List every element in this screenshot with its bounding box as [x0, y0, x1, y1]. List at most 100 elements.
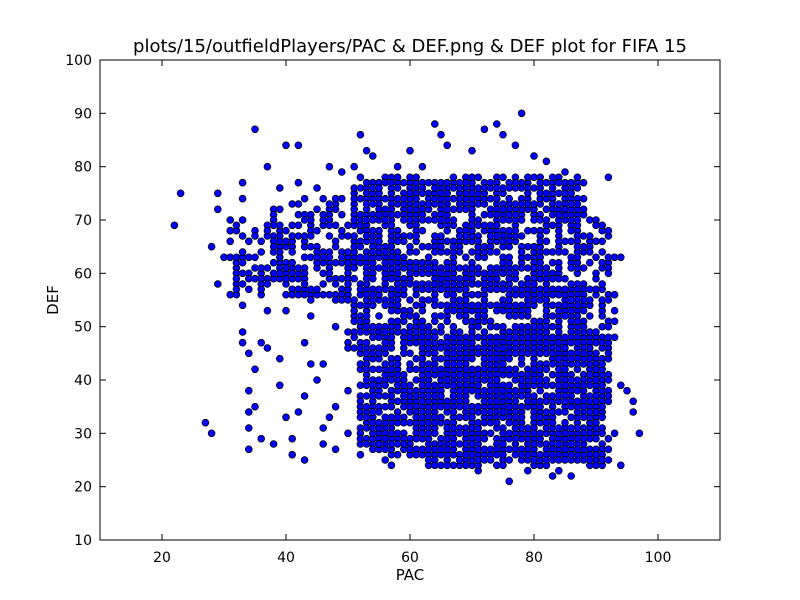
data-point — [605, 254, 612, 261]
data-point — [425, 254, 432, 261]
data-point — [568, 414, 575, 421]
data-point — [506, 227, 513, 234]
data-point — [357, 131, 364, 138]
data-point — [531, 334, 538, 341]
data-point — [456, 441, 463, 448]
data-point — [481, 409, 488, 416]
data-point — [487, 457, 494, 464]
data-point — [450, 409, 457, 416]
data-point — [332, 222, 339, 229]
data-point — [369, 334, 376, 341]
data-point — [407, 350, 414, 357]
data-point — [363, 403, 370, 410]
data-point — [506, 313, 513, 320]
data-point — [531, 217, 538, 224]
data-point — [276, 238, 283, 245]
data-point — [493, 222, 500, 229]
data-point — [394, 211, 401, 218]
data-point — [562, 430, 569, 437]
data-point — [512, 334, 519, 341]
data-point — [456, 206, 463, 213]
data-point — [444, 179, 451, 186]
data-point — [419, 430, 426, 437]
data-point — [407, 243, 414, 250]
data-point — [301, 233, 308, 240]
data-point — [469, 291, 476, 298]
data-point — [456, 249, 463, 256]
data-point — [369, 227, 376, 234]
data-point — [475, 382, 482, 389]
data-point — [456, 430, 463, 437]
data-point — [481, 329, 488, 336]
data-point — [568, 297, 575, 304]
x-tick-label: 40 — [277, 550, 295, 566]
data-point — [599, 414, 606, 421]
data-point — [289, 201, 296, 208]
data-point — [239, 217, 246, 224]
data-point — [574, 217, 581, 224]
data-point — [574, 174, 581, 181]
data-point — [376, 286, 383, 293]
data-point — [537, 387, 544, 394]
data-point — [593, 222, 600, 229]
data-point — [425, 446, 432, 453]
data-point — [568, 473, 575, 480]
data-point — [252, 265, 259, 272]
data-point — [506, 254, 513, 261]
data-point — [369, 185, 376, 192]
data-point — [326, 222, 333, 229]
data-point — [524, 281, 531, 288]
data-point — [345, 281, 352, 288]
data-point — [512, 142, 519, 149]
data-point — [400, 195, 407, 202]
data-point — [599, 323, 606, 330]
data-point — [580, 265, 587, 272]
data-point — [456, 195, 463, 202]
data-point — [593, 366, 600, 373]
data-point — [363, 441, 370, 448]
data-point — [357, 451, 364, 458]
data-point — [518, 425, 525, 432]
data-point — [605, 398, 612, 405]
data-point — [450, 217, 457, 224]
data-point — [450, 307, 457, 314]
data-point — [475, 174, 482, 181]
data-point — [283, 238, 290, 245]
data-point — [283, 227, 290, 234]
data-point — [524, 243, 531, 250]
data-point — [500, 409, 507, 416]
data-point — [531, 185, 538, 192]
data-point — [537, 334, 544, 341]
data-point — [462, 403, 469, 410]
data-point — [593, 286, 600, 293]
data-point — [413, 393, 420, 400]
y-tick-label: 60 — [74, 266, 92, 282]
data-point — [574, 435, 581, 442]
data-point — [400, 339, 407, 346]
data-point — [438, 270, 445, 277]
data-point — [382, 457, 389, 464]
data-point — [301, 457, 308, 464]
data-point — [320, 281, 327, 288]
data-point — [419, 414, 426, 421]
data-point — [357, 435, 364, 442]
data-point — [438, 190, 445, 197]
data-point — [419, 307, 426, 314]
data-point — [425, 393, 432, 400]
data-point — [555, 393, 562, 400]
data-point — [512, 414, 519, 421]
data-point — [382, 361, 389, 368]
data-point — [562, 190, 569, 197]
data-point — [518, 233, 525, 240]
data-point — [537, 451, 544, 458]
data-point — [419, 339, 426, 346]
data-point — [369, 323, 376, 330]
data-point — [456, 313, 463, 320]
y-tick-label: 70 — [74, 213, 92, 229]
data-point — [363, 377, 370, 384]
data-point — [221, 254, 228, 261]
data-point — [531, 414, 538, 421]
data-point — [549, 275, 556, 282]
data-point — [351, 195, 358, 202]
data-point — [593, 329, 600, 336]
